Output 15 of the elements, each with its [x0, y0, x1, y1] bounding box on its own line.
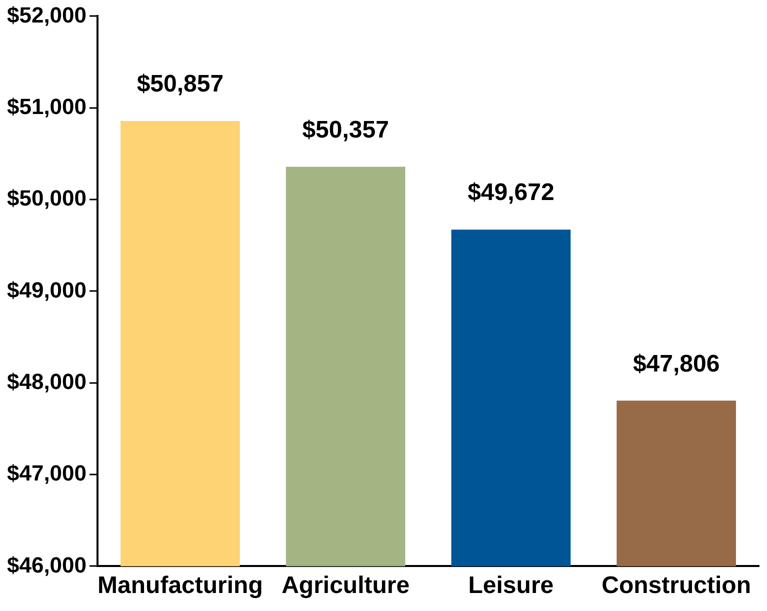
- y-tick-label: $51,000: [6, 94, 87, 119]
- y-tick-label: $52,000: [6, 2, 87, 28]
- y-tick-label: $48,000: [6, 368, 87, 394]
- data-label: $50,357: [302, 116, 389, 144]
- x-tick-label: Construction: [602, 572, 751, 600]
- y-tick-label: $50,000: [6, 186, 87, 211]
- x-tick-label: Leisure: [468, 572, 554, 600]
- y-tick-label: $46,000: [6, 552, 87, 578]
- x-tick-label: Agriculture: [282, 572, 410, 600]
- y-tick-label: $49,000: [6, 277, 87, 302]
- data-label: $50,857: [136, 70, 224, 98]
- x-tick-label: Manufacturing: [98, 572, 263, 600]
- data-label: $49,672: [468, 179, 554, 206]
- data-label: $47,806: [632, 350, 720, 378]
- y-tick-label: $47,000: [6, 460, 87, 486]
